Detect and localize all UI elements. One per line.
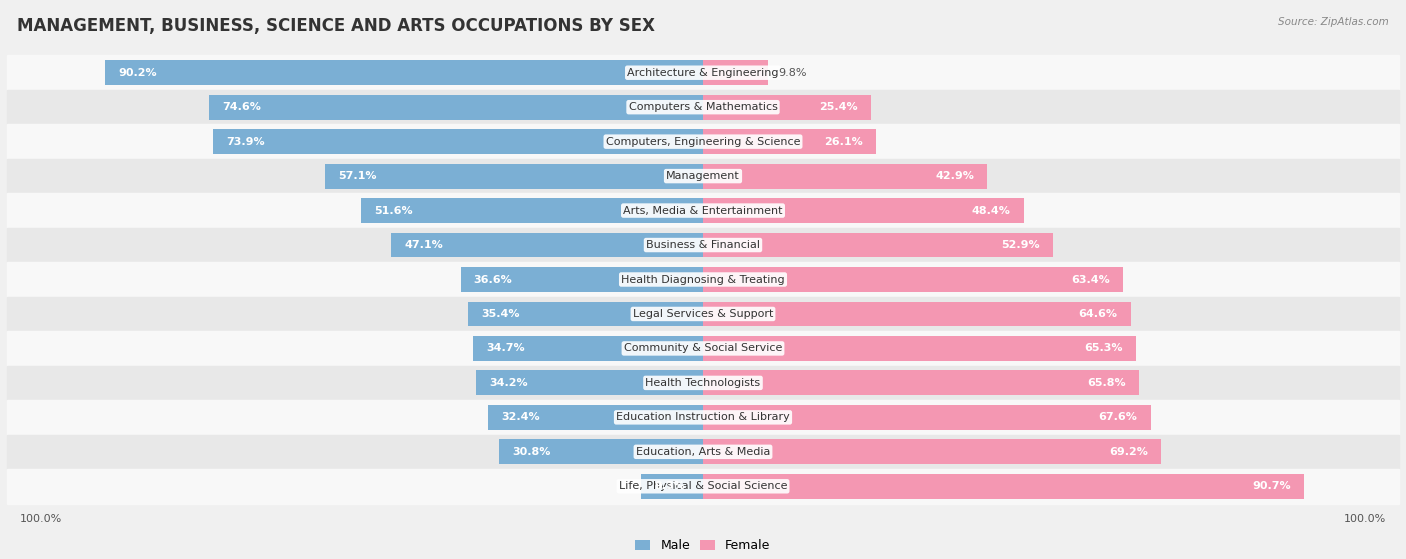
- Bar: [7, 228, 1399, 262]
- Text: Education Instruction & Library: Education Instruction & Library: [616, 413, 790, 423]
- Text: Source: ZipAtlas.com: Source: ZipAtlas.com: [1278, 17, 1389, 27]
- Bar: [325, 164, 703, 188]
- Text: 90.2%: 90.2%: [118, 68, 157, 78]
- Bar: [7, 331, 1399, 366]
- Bar: [703, 164, 987, 188]
- Text: 65.8%: 65.8%: [1087, 378, 1126, 388]
- Bar: [7, 469, 1399, 504]
- Bar: [7, 125, 1399, 159]
- Bar: [105, 60, 703, 85]
- Text: Management: Management: [666, 171, 740, 181]
- Text: Education, Arts & Media: Education, Arts & Media: [636, 447, 770, 457]
- Bar: [499, 439, 703, 464]
- Text: 65.3%: 65.3%: [1084, 343, 1122, 353]
- Text: Community & Social Service: Community & Social Service: [624, 343, 782, 353]
- Bar: [703, 95, 872, 120]
- Text: 26.1%: 26.1%: [824, 136, 863, 146]
- Bar: [703, 474, 1303, 499]
- Bar: [703, 198, 1024, 223]
- Text: 69.2%: 69.2%: [1109, 447, 1149, 457]
- Bar: [209, 95, 703, 120]
- Bar: [7, 297, 1399, 331]
- Text: 9.8%: 9.8%: [778, 68, 807, 78]
- Bar: [7, 434, 1399, 469]
- Text: 47.1%: 47.1%: [405, 240, 443, 250]
- Text: Life, Physical & Social Science: Life, Physical & Social Science: [619, 481, 787, 491]
- Bar: [703, 336, 1136, 361]
- Bar: [361, 198, 703, 223]
- Bar: [461, 267, 703, 292]
- Bar: [703, 301, 1130, 326]
- Bar: [703, 233, 1053, 258]
- Text: Legal Services & Support: Legal Services & Support: [633, 309, 773, 319]
- Bar: [474, 336, 703, 361]
- Text: 63.4%: 63.4%: [1071, 274, 1109, 285]
- Text: 32.4%: 32.4%: [502, 413, 540, 423]
- Text: 30.8%: 30.8%: [512, 447, 551, 457]
- Bar: [7, 90, 1399, 125]
- Bar: [7, 262, 1399, 297]
- Bar: [703, 439, 1161, 464]
- Bar: [7, 55, 1399, 90]
- Bar: [477, 371, 703, 395]
- Bar: [703, 405, 1152, 430]
- Bar: [7, 366, 1399, 400]
- Text: Computers, Engineering & Science: Computers, Engineering & Science: [606, 136, 800, 146]
- Legend: Male, Female: Male, Female: [630, 534, 776, 557]
- Text: Computers & Mathematics: Computers & Mathematics: [628, 102, 778, 112]
- Text: 64.6%: 64.6%: [1078, 309, 1118, 319]
- Bar: [641, 474, 703, 499]
- Text: Business & Financial: Business & Financial: [645, 240, 761, 250]
- Text: Architecture & Engineering: Architecture & Engineering: [627, 68, 779, 78]
- Bar: [7, 159, 1399, 193]
- Text: 73.9%: 73.9%: [226, 136, 266, 146]
- Text: 35.4%: 35.4%: [482, 309, 520, 319]
- Text: MANAGEMENT, BUSINESS, SCIENCE AND ARTS OCCUPATIONS BY SEX: MANAGEMENT, BUSINESS, SCIENCE AND ARTS O…: [17, 17, 655, 35]
- Text: 9.3%: 9.3%: [655, 481, 686, 491]
- Text: Health Diagnosing & Treating: Health Diagnosing & Treating: [621, 274, 785, 285]
- Bar: [214, 129, 703, 154]
- Text: 90.7%: 90.7%: [1251, 481, 1291, 491]
- Bar: [488, 405, 703, 430]
- Text: 42.9%: 42.9%: [935, 171, 974, 181]
- Text: 34.7%: 34.7%: [486, 343, 524, 353]
- Text: 57.1%: 57.1%: [337, 171, 377, 181]
- Text: 52.9%: 52.9%: [1001, 240, 1040, 250]
- Bar: [7, 193, 1399, 228]
- Bar: [468, 301, 703, 326]
- Text: 51.6%: 51.6%: [374, 206, 413, 216]
- Bar: [391, 233, 703, 258]
- Text: 36.6%: 36.6%: [474, 274, 513, 285]
- Text: 67.6%: 67.6%: [1098, 413, 1137, 423]
- Bar: [703, 129, 876, 154]
- Text: Health Technologists: Health Technologists: [645, 378, 761, 388]
- Text: 48.4%: 48.4%: [972, 206, 1011, 216]
- Bar: [703, 267, 1123, 292]
- Bar: [703, 60, 768, 85]
- Bar: [703, 371, 1139, 395]
- Text: 25.4%: 25.4%: [820, 102, 858, 112]
- Text: Arts, Media & Entertainment: Arts, Media & Entertainment: [623, 206, 783, 216]
- Text: 74.6%: 74.6%: [222, 102, 262, 112]
- Bar: [7, 400, 1399, 434]
- Text: 34.2%: 34.2%: [489, 378, 529, 388]
